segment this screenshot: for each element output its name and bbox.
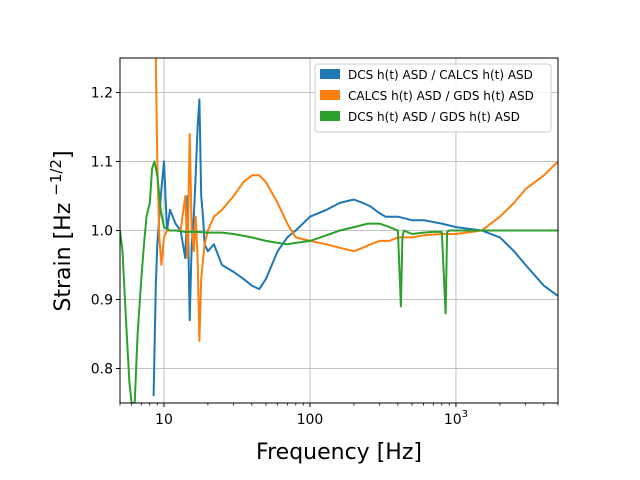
x-tick-label: 10 xyxy=(155,412,173,428)
y-tick-label: 0.9 xyxy=(91,293,113,309)
ticks: 0.80.91.01.11.210 100 103 xyxy=(91,86,559,428)
legend: DCS h(t) ASD / CALCS h(t) ASD CALCS h(t) … xyxy=(314,63,552,133)
series-line-2 xyxy=(120,160,558,403)
y-tick-label: 1.2 xyxy=(91,86,113,102)
x-tick-label: 103 xyxy=(444,409,468,428)
y-axis-label-exponent: −1/2 xyxy=(47,159,65,196)
legend-label: CALCS h(t) ASD / GDS h(t) ASD xyxy=(348,89,534,103)
x-tick-label-exponent: 3 xyxy=(462,409,468,420)
y-tick-label: 0.8 xyxy=(91,362,113,378)
legend-swatch xyxy=(320,69,340,79)
legend-box xyxy=(314,63,552,133)
legend-label: DCS h(t) ASD / CALCS h(t) ASD xyxy=(348,68,533,82)
y-axis-label: Strain [Hz −1/2] xyxy=(47,150,76,311)
legend-swatch xyxy=(320,111,340,121)
y-tick-label: 1.1 xyxy=(91,155,113,171)
series-line-0 xyxy=(152,98,558,397)
y-axis-label-main: Strain [Hz xyxy=(51,196,76,312)
legend-label: DCS h(t) ASD / GDS h(t) ASD xyxy=(348,110,520,124)
legend-items: DCS h(t) ASD / CALCS h(t) ASD CALCS h(t) … xyxy=(320,68,534,124)
legend-swatch xyxy=(320,90,340,100)
x-tick-label-base: 10 xyxy=(444,412,462,428)
x-axis-label: Frequency [Hz] xyxy=(256,440,422,465)
y-axis-label-close: ] xyxy=(51,150,76,159)
x-tick-label: 100 xyxy=(297,412,324,428)
x-tick-label-base: 100 xyxy=(297,412,324,428)
y-tick-label: 1.0 xyxy=(91,224,113,240)
x-tick-label-base: 10 xyxy=(155,412,173,428)
series-layer xyxy=(120,58,558,403)
